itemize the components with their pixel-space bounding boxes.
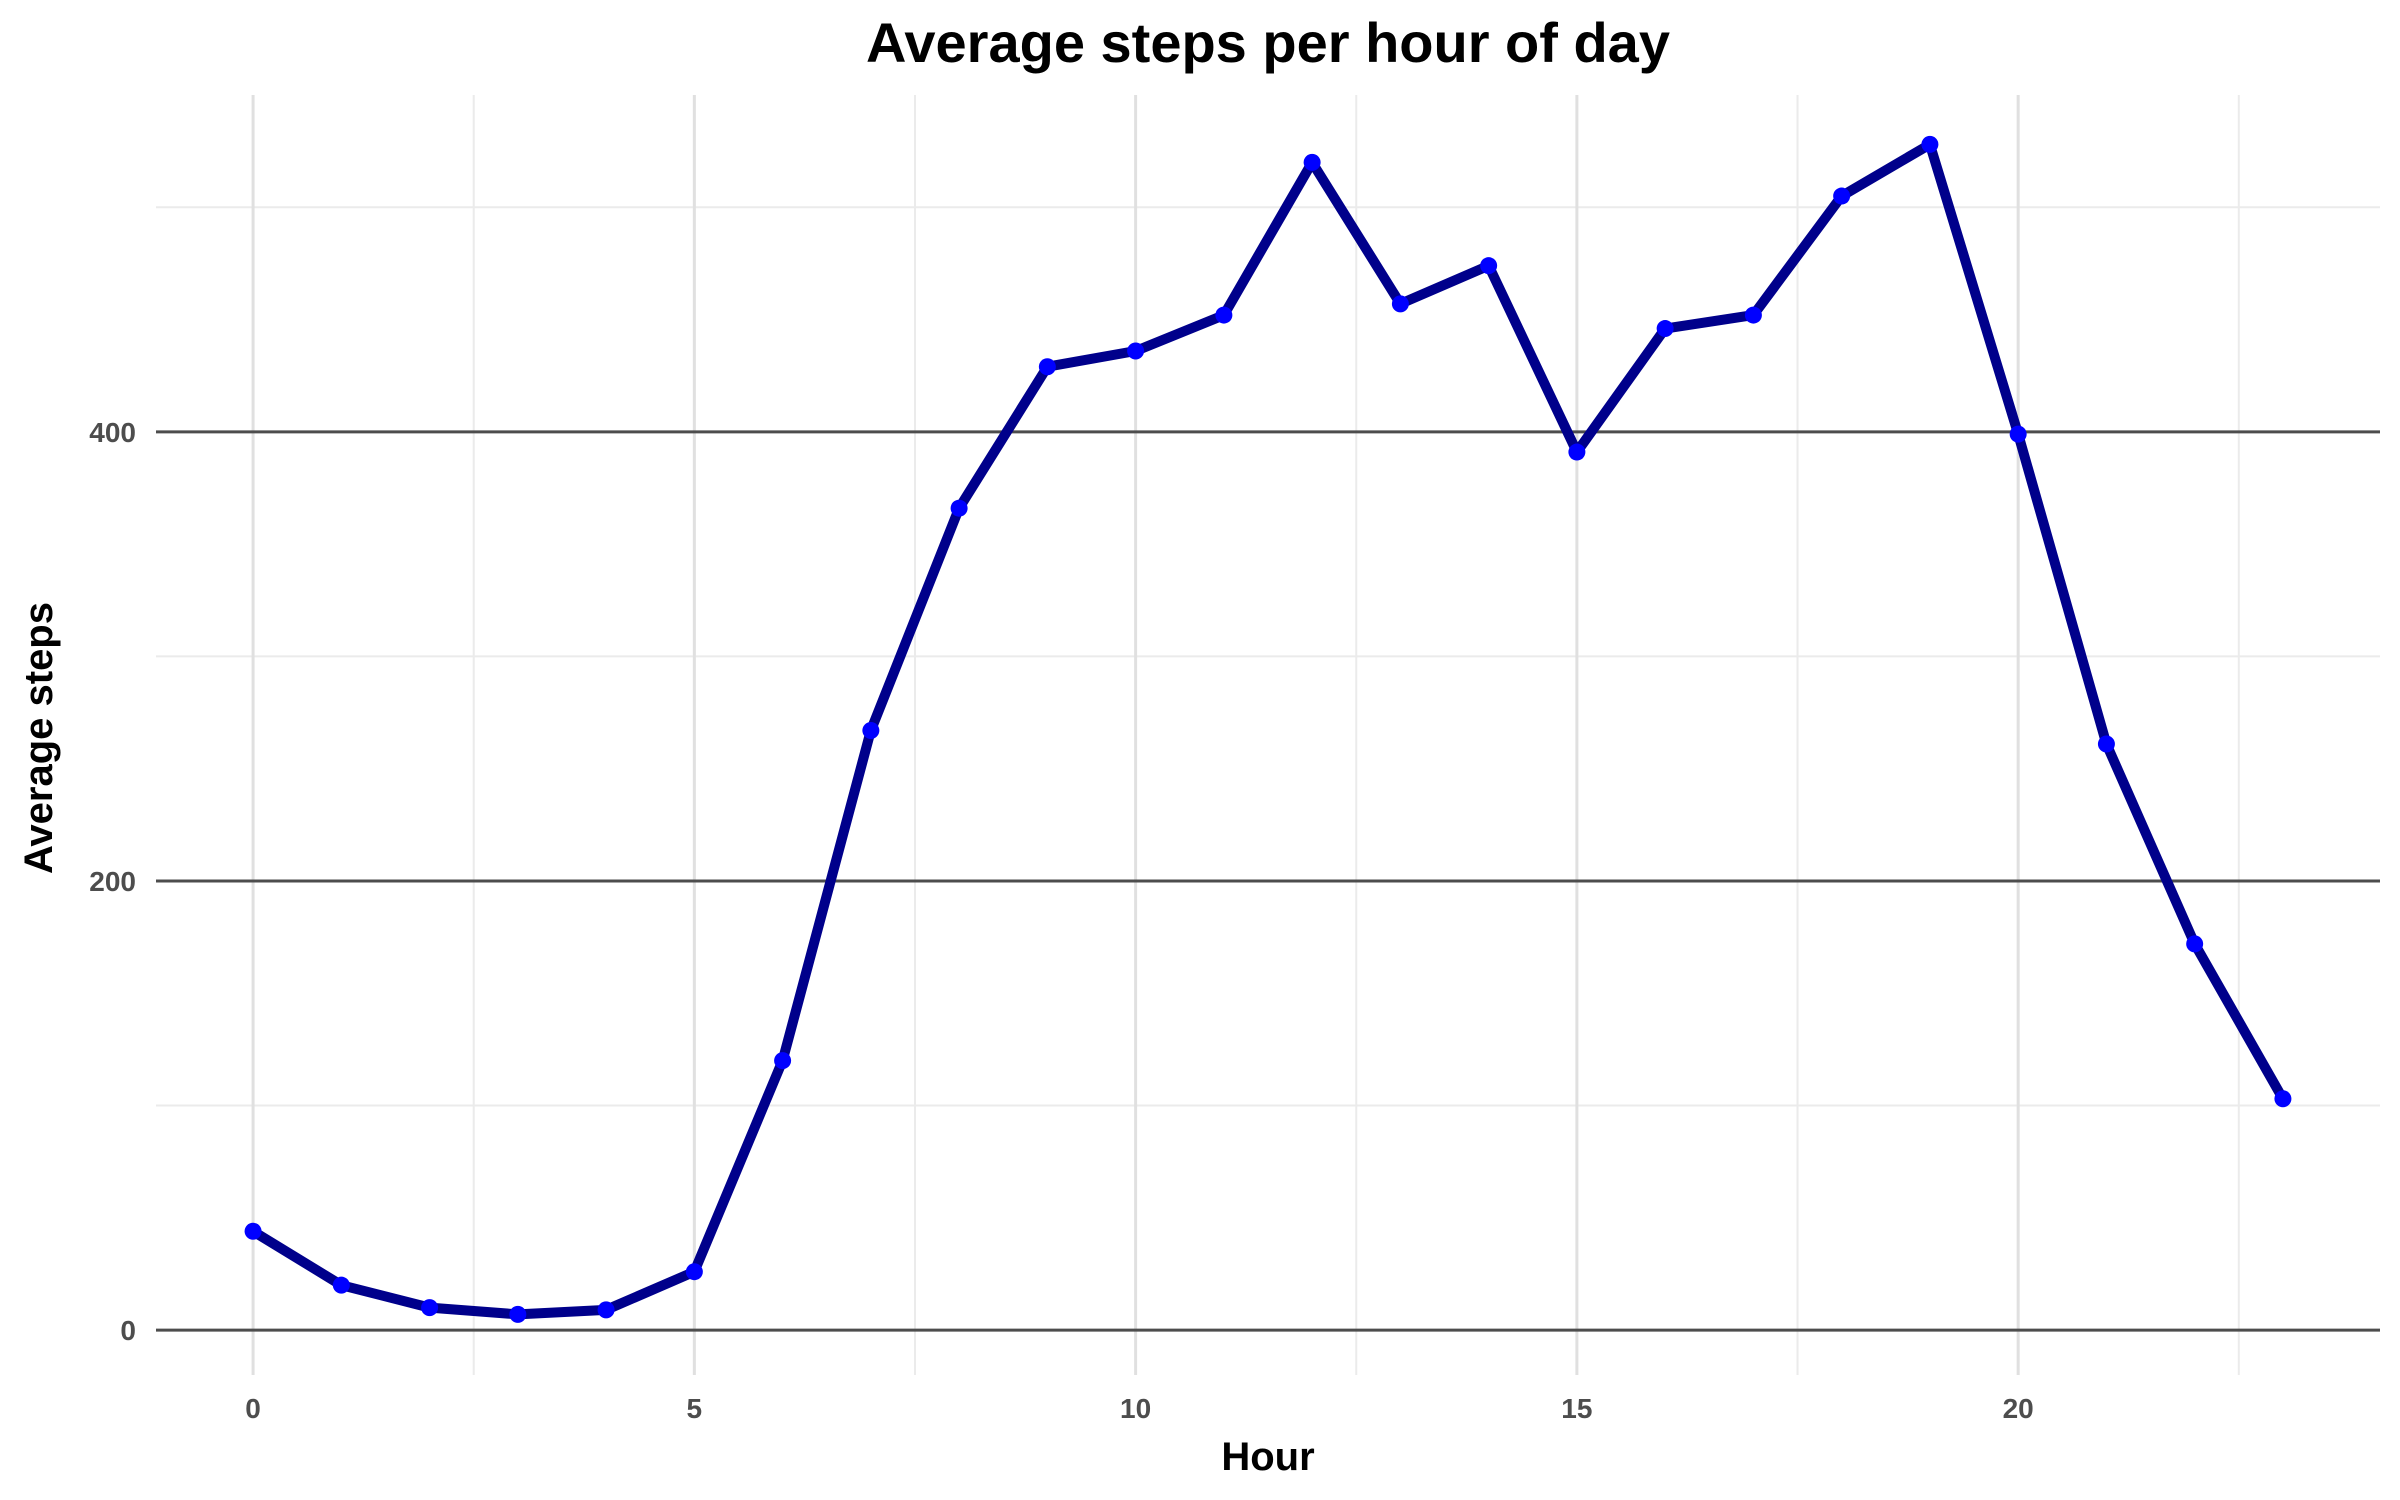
y-tick-label: 200 (89, 866, 136, 897)
data-point (1127, 342, 1145, 360)
data-point (1215, 306, 1233, 324)
data-point (862, 722, 880, 740)
data-point (1656, 320, 1674, 338)
major-gridlines (156, 95, 2380, 1375)
x-tick-label: 5 (687, 1393, 703, 1424)
series-line (248, 139, 2288, 1320)
data-point (1568, 443, 1586, 461)
x-tick-label: 10 (1120, 1393, 1151, 1424)
data-point (509, 1305, 527, 1323)
chart-title: Average steps per hour of day (866, 11, 1670, 74)
data-point (421, 1299, 439, 1317)
minor-gridlines (156, 95, 2380, 1375)
data-point (2009, 425, 2027, 443)
data-point (685, 1263, 703, 1281)
series-layer (244, 135, 2292, 1323)
data-point (597, 1301, 615, 1319)
data-point (1921, 135, 1939, 153)
data-point (1744, 306, 1762, 324)
data-point (1038, 358, 1056, 376)
y-axis-title: Average steps (17, 602, 61, 874)
y-tick-label: 0 (120, 1315, 136, 1346)
data-point (1391, 295, 1409, 313)
data-point (1833, 187, 1851, 205)
data-point (774, 1052, 792, 1070)
data-point (2274, 1090, 2292, 1108)
x-tick-label: 20 (2003, 1393, 2034, 1424)
y-axis-ticks: 0 200 400 (89, 417, 136, 1346)
data-point (2097, 735, 2115, 753)
data-point (2186, 935, 2204, 953)
data-point (1480, 257, 1498, 275)
x-axis-title: Hour (1221, 1435, 1314, 1479)
data-point (1303, 153, 1321, 171)
x-axis-ticks: 0 5 10 15 20 (245, 1393, 2033, 1424)
x-tick-label: 0 (245, 1393, 261, 1424)
data-point (332, 1276, 350, 1294)
data-point (244, 1222, 262, 1240)
y-tick-label: 400 (89, 417, 136, 448)
data-point (950, 499, 968, 517)
x-tick-label: 15 (1561, 1393, 1592, 1424)
